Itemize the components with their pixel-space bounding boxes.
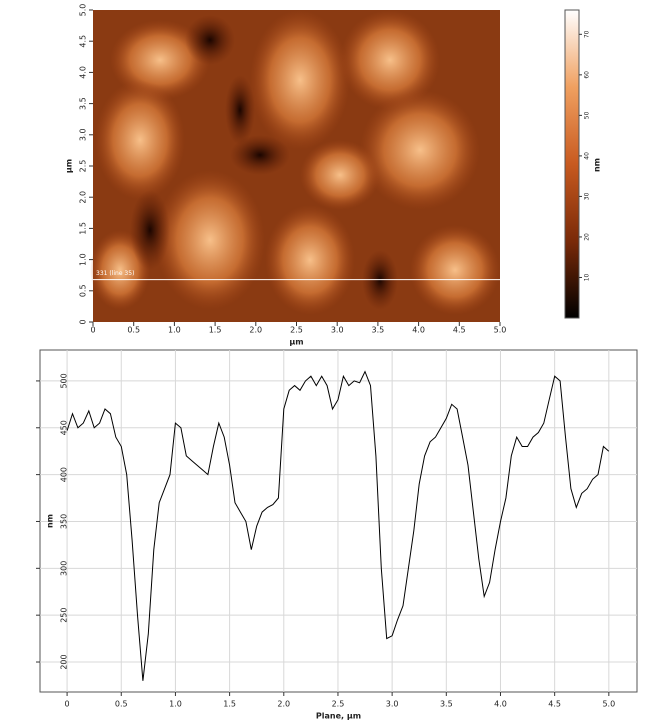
- y-tick-label: 5.0: [79, 4, 88, 17]
- x-tick-label: 5.0: [602, 700, 615, 709]
- y-axis-label: µm: [65, 159, 74, 173]
- surface-blob: [155, 170, 265, 310]
- x-tick-label: 4.5: [548, 700, 561, 709]
- x-tick-label: 0.5: [115, 700, 128, 709]
- x-axis-label: Plane, µm: [316, 712, 361, 721]
- colorbar-label: nm: [593, 158, 602, 172]
- x-axis-label: µm: [289, 338, 303, 347]
- afm-surface: [90, 10, 500, 322]
- y-axis-label: nm: [46, 514, 55, 528]
- y-tick-label: 3.5: [79, 97, 88, 110]
- colorbar-tick-label: 10: [584, 273, 591, 281]
- colorbar-tick-label: 40: [584, 152, 591, 160]
- y-tick-label: 300: [60, 561, 69, 576]
- surface-pit: [225, 75, 255, 145]
- x-tick-label: 2.5: [290, 326, 303, 335]
- colorbar-tick-label: 30: [584, 192, 591, 200]
- surface-blob: [95, 80, 185, 200]
- y-tick-label: 350: [60, 514, 69, 529]
- y-tick-label: 0.5: [79, 284, 88, 297]
- x-tick-label: 1.5: [223, 700, 236, 709]
- y-tick-label: 500: [60, 373, 69, 388]
- surface-blob: [250, 10, 350, 150]
- x-tick-label: 5.0: [494, 326, 507, 335]
- y-tick-label: 400: [60, 467, 69, 482]
- profile-curve: [66, 370, 610, 681]
- surface-blob: [360, 90, 480, 210]
- y-tick-label: 250: [60, 608, 69, 623]
- surface-blob: [265, 205, 355, 315]
- y-tick-label: 0: [79, 319, 88, 324]
- y-tick-label: 450: [60, 420, 69, 435]
- y-tick-label: 4.5: [79, 35, 88, 48]
- x-tick-label: 3.0: [386, 700, 399, 709]
- x-tick-label: 0: [65, 700, 70, 709]
- x-tick-label: 2.0: [277, 700, 290, 709]
- x-tick-label: 4.0: [412, 326, 425, 335]
- x-tick-label: 3.5: [440, 700, 453, 709]
- y-tick-label: 1.0: [79, 253, 88, 266]
- x-tick-label: 0: [90, 326, 95, 335]
- x-tick-label: 4.5: [453, 326, 466, 335]
- surface-pit: [130, 190, 170, 270]
- surface-blob: [340, 10, 440, 110]
- x-tick-label: 4.0: [494, 700, 507, 709]
- x-tick-label: 3.5: [372, 326, 385, 335]
- surface-blob: [410, 225, 500, 315]
- colorbar-tick-label: 70: [584, 30, 591, 38]
- colorbar: [564, 9, 580, 319]
- y-tick-label: 3.0: [79, 128, 88, 141]
- y-tick-label: 2.0: [79, 191, 88, 204]
- profile-annotation: 331 (line 35): [96, 270, 134, 277]
- surface-blob: [300, 140, 380, 210]
- colorbar-tick-label: 20: [584, 233, 591, 241]
- y-tick-label: 1.5: [79, 222, 88, 235]
- colorbar-tick-label: 50: [584, 111, 591, 119]
- x-tick-label: 3.0: [331, 326, 344, 335]
- x-tick-label: 0.5: [127, 326, 140, 335]
- y-tick-label: 200: [60, 654, 69, 669]
- colorbar-tick-label: 60: [584, 71, 591, 79]
- x-tick-label: 1.0: [168, 326, 181, 335]
- x-tick-label: 1.5: [209, 326, 222, 335]
- x-tick-label: 2.5: [332, 700, 345, 709]
- surface-pit: [230, 135, 290, 175]
- x-tick-label: 1.0: [169, 700, 182, 709]
- surface-pit: [185, 15, 235, 65]
- x-tick-label: 2.0: [249, 326, 262, 335]
- y-tick-label: 2.5: [79, 160, 88, 173]
- y-tick-label: 4.0: [79, 66, 88, 79]
